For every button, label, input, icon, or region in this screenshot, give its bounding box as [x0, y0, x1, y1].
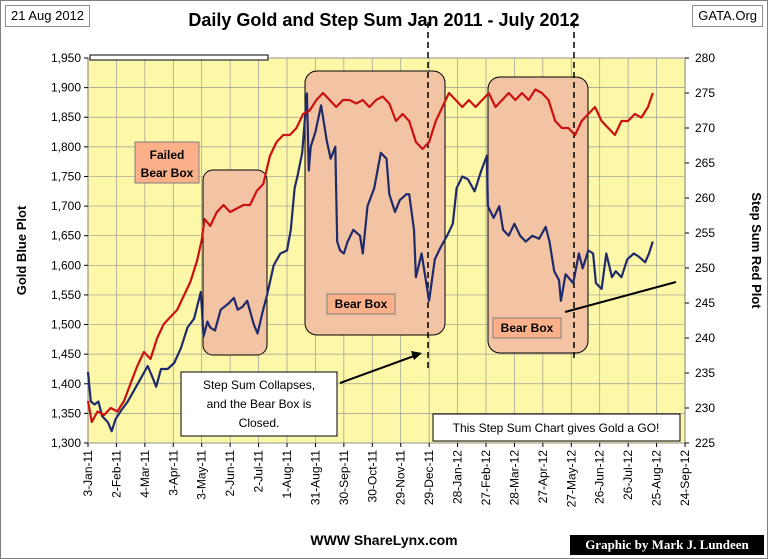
x-tick-label: 2-Feb-11 — [109, 450, 123, 498]
y-tick-label: 1,900 — [51, 81, 81, 95]
x-tick-label: 28-Jan-12 — [451, 450, 465, 504]
support-trendline — [564, 281, 677, 313]
y-tick-label: 1,750 — [51, 169, 81, 183]
x-tick-label: 3-Apr-11 — [166, 450, 180, 496]
y-tick-label: 1,450 — [51, 347, 81, 361]
y-tick-label: 1,500 — [51, 318, 81, 332]
y2-tick-label: 275 — [695, 86, 715, 100]
y2-tick-label: 280 — [695, 51, 715, 65]
bear-box-label-2-text: Bear Box — [501, 321, 554, 335]
footer-credit: Graphic by Mark J. Lundeen — [570, 535, 764, 555]
collapse-note-line3: Closed. — [239, 416, 280, 430]
y-tick-label: 1,300 — [51, 436, 81, 450]
x-tick-label: 24-Sep-12 — [678, 450, 692, 506]
collapse-arrow — [339, 351, 422, 384]
y-tick-label: 1,800 — [51, 140, 81, 154]
failed-bear-box-label: Failed Bear Box — [134, 141, 200, 184]
x-tick-label: 4-Mar-11 — [138, 450, 152, 498]
y2-tick-label: 270 — [695, 121, 715, 135]
y-axis-title: Gold Blue Plot — [14, 205, 29, 295]
bear-box-label-2: Bear Box — [492, 317, 562, 339]
y-tick-label: 1,850 — [51, 110, 81, 124]
y2-tick-label: 235 — [695, 366, 715, 380]
x-tick-label: 29-Dec-11 — [422, 450, 436, 505]
bear-box-region-1 — [304, 70, 446, 336]
y2-tick-label: 230 — [695, 401, 715, 415]
gold-series-line — [86, 92, 654, 433]
x-tick-label: 1-Aug-11 — [280, 450, 294, 499]
series-layer — [86, 88, 654, 433]
scroll-indicator — [89, 54, 269, 61]
chart-title: Daily Gold and Step Sum Jan 2011 - July … — [188, 10, 580, 30]
x-tick-label: 29-Nov-11 — [394, 450, 408, 505]
y2-tick-label: 265 — [695, 156, 715, 170]
y-tick-label: 1,550 — [51, 288, 81, 302]
x-tick-label: 26-Jul-12 — [621, 450, 635, 500]
y2-tick-label: 225 — [695, 436, 715, 450]
date-label: 21 Aug 2012 — [5, 5, 91, 27]
y-tick-label: 1,400 — [51, 377, 81, 391]
failed-label-line1: Failed — [150, 148, 185, 162]
y-tick-label: 1,600 — [51, 258, 81, 272]
step-sum-series-line — [86, 88, 654, 424]
y2-tick-label: 240 — [695, 331, 715, 345]
y-tick-label: 1,650 — [51, 229, 81, 243]
x-tick-label: 3-Jan-11 — [81, 450, 95, 497]
x-tick-label: 3-May-11 — [195, 450, 209, 500]
bear-box-region-2 — [487, 76, 589, 354]
x-tick-label: 30-Oct-11 — [365, 450, 379, 503]
x-tick-label: 27-May-12 — [564, 450, 578, 508]
x-tick-label: 27-Feb-12 — [479, 450, 493, 506]
x-tick-label: 2-Jun-11 — [223, 450, 237, 497]
y2-axis-title: Step Sum Red Plot — [749, 192, 764, 309]
x-tick-label: 30-Sep-11 — [337, 450, 351, 505]
x-tick-label: 2-Jul-11 — [252, 450, 266, 493]
dashed-markers — [427, 22, 575, 368]
y2-tick-label: 245 — [695, 296, 715, 310]
source-label: GATA.Org — [692, 5, 763, 27]
failed-label-line2: Bear Box — [141, 166, 194, 180]
bear-box-label-1-text: Bear Box — [335, 297, 388, 311]
x-tick-label: 28-Mar-12 — [507, 450, 521, 506]
y2-tick-label: 250 — [695, 261, 715, 275]
go-note: This Step Sum Chart gives Gold a GO! — [432, 413, 681, 442]
collapse-note-line2: and the Bear Box is — [207, 397, 312, 411]
x-tick-label: 25-Aug-12 — [650, 450, 664, 506]
axes: 1,300 1,350 1,400 1,450 1,500 1,550 1,600 1,650… — [14, 51, 764, 507]
x-tick-label: 27-Apr-12 — [536, 450, 550, 504]
collapse-note: Step Sum Collapses, and the Bear Box is … — [180, 371, 338, 437]
y-tick-label: 1,350 — [51, 406, 81, 420]
bear-box-label-1: Bear Box — [326, 293, 396, 315]
collapse-note-line1: Step Sum Collapses, — [203, 378, 315, 392]
y-tick-label: 1,700 — [51, 199, 81, 213]
y-tick-label: 1,950 — [51, 51, 81, 65]
footer-site: WWW ShareLynx.com — [310, 532, 458, 548]
x-tick-label: 26-Jun-12 — [593, 450, 607, 504]
x-tick-label: 31-Aug-11 — [308, 450, 322, 505]
y2-tick-label: 260 — [695, 191, 715, 205]
y2-tick-label: 255 — [695, 226, 715, 240]
failed-bear-box-region — [202, 169, 268, 356]
go-note-text: This Step Sum Chart gives Gold a GO! — [453, 421, 660, 435]
